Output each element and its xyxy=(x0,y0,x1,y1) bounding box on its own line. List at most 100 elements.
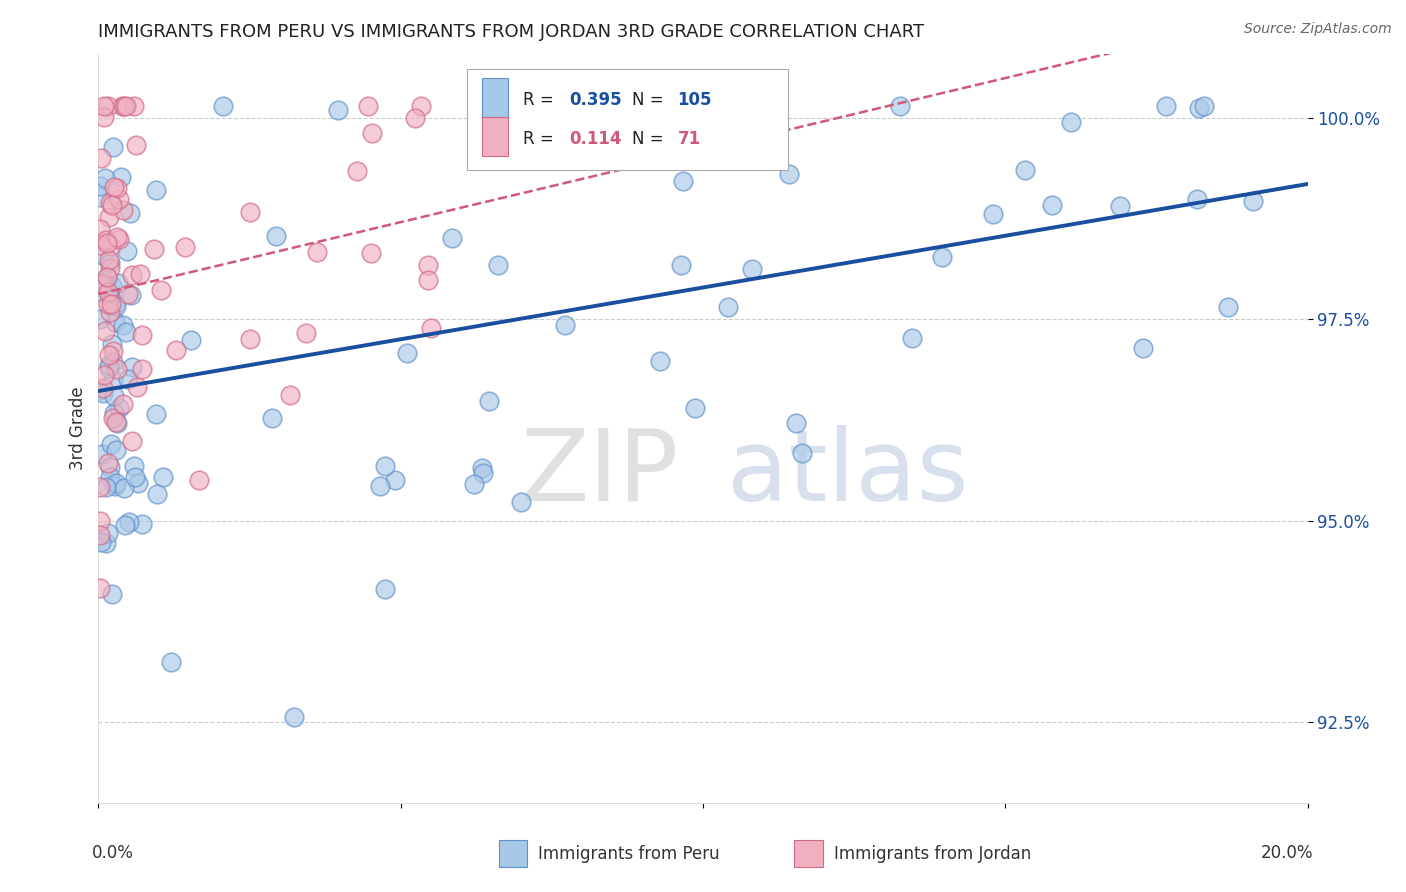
Point xyxy=(93,276,115,290)
Point xyxy=(145,183,167,197)
Point xyxy=(672,174,695,188)
Text: Source: ZipAtlas.com: Source: ZipAtlas.com xyxy=(1244,22,1392,37)
Point xyxy=(105,299,128,313)
Point xyxy=(89,179,111,194)
Point xyxy=(360,245,382,260)
Point xyxy=(118,206,141,220)
Point xyxy=(124,470,146,484)
Point xyxy=(669,259,692,273)
Point xyxy=(98,210,121,224)
Point xyxy=(110,170,132,185)
Point xyxy=(778,167,800,181)
Point xyxy=(307,244,329,259)
Point xyxy=(101,278,124,293)
Point xyxy=(103,180,125,194)
Point xyxy=(112,99,135,113)
FancyBboxPatch shape xyxy=(482,78,509,117)
Point xyxy=(472,466,495,480)
Point xyxy=(1042,198,1064,212)
Point xyxy=(91,385,114,400)
Point xyxy=(711,99,734,113)
Point xyxy=(90,151,112,165)
Text: 0.0%: 0.0% xyxy=(93,844,134,862)
Point xyxy=(93,249,115,263)
Point xyxy=(145,407,167,421)
Point xyxy=(554,318,576,333)
FancyBboxPatch shape xyxy=(482,117,509,156)
Point xyxy=(606,99,628,113)
Point xyxy=(115,244,138,258)
Point xyxy=(211,99,233,113)
Point xyxy=(357,99,380,113)
Point xyxy=(121,434,143,448)
Point xyxy=(416,258,439,272)
Point xyxy=(100,437,122,451)
Point xyxy=(94,536,117,550)
Point xyxy=(107,277,129,291)
Point xyxy=(107,192,129,206)
Point xyxy=(94,233,117,247)
Text: 0.114: 0.114 xyxy=(569,129,621,148)
Point xyxy=(1188,101,1211,115)
Point xyxy=(104,415,127,429)
Point xyxy=(112,203,135,218)
Point xyxy=(160,655,183,669)
Point xyxy=(122,99,145,113)
Point xyxy=(89,479,111,493)
Point xyxy=(101,198,124,212)
Point xyxy=(648,353,671,368)
Point xyxy=(131,328,153,343)
Point xyxy=(129,267,152,281)
Point xyxy=(121,268,143,283)
Point xyxy=(900,331,922,345)
Point xyxy=(486,258,509,272)
Point xyxy=(180,333,202,347)
Point xyxy=(89,383,111,397)
Point xyxy=(96,481,118,495)
Point xyxy=(101,373,124,387)
Point xyxy=(89,190,111,204)
Text: 20.0%: 20.0% xyxy=(1261,844,1313,862)
Point xyxy=(89,222,111,236)
Point xyxy=(94,324,117,338)
Point xyxy=(97,285,120,300)
Point xyxy=(262,410,284,425)
Point xyxy=(108,401,131,415)
Point xyxy=(94,171,117,186)
Point xyxy=(96,270,118,285)
Point xyxy=(115,325,138,339)
Point xyxy=(264,228,287,243)
Point xyxy=(1132,341,1154,355)
Point xyxy=(104,315,127,329)
Point xyxy=(114,517,136,532)
Point xyxy=(118,515,141,529)
Point xyxy=(91,381,114,395)
Point xyxy=(97,358,120,372)
Text: 105: 105 xyxy=(678,91,711,109)
Point xyxy=(145,486,167,500)
Point xyxy=(463,476,485,491)
Point xyxy=(131,516,153,531)
Point xyxy=(131,361,153,376)
Point xyxy=(96,269,118,284)
Point xyxy=(165,343,187,357)
Point xyxy=(111,318,134,332)
Point xyxy=(98,195,121,210)
Point xyxy=(416,273,439,287)
Point xyxy=(374,582,396,596)
Point xyxy=(121,359,143,374)
Point xyxy=(120,288,142,302)
Point xyxy=(396,345,419,359)
Point xyxy=(103,406,125,420)
Point xyxy=(112,397,135,411)
Point xyxy=(91,277,114,291)
Text: N =: N = xyxy=(631,91,668,109)
Point xyxy=(90,446,112,460)
Point xyxy=(122,458,145,473)
Point xyxy=(103,389,125,403)
Point xyxy=(419,321,441,335)
Point xyxy=(93,110,115,124)
Point xyxy=(100,238,122,252)
Point xyxy=(188,473,211,487)
Point xyxy=(1154,99,1177,113)
